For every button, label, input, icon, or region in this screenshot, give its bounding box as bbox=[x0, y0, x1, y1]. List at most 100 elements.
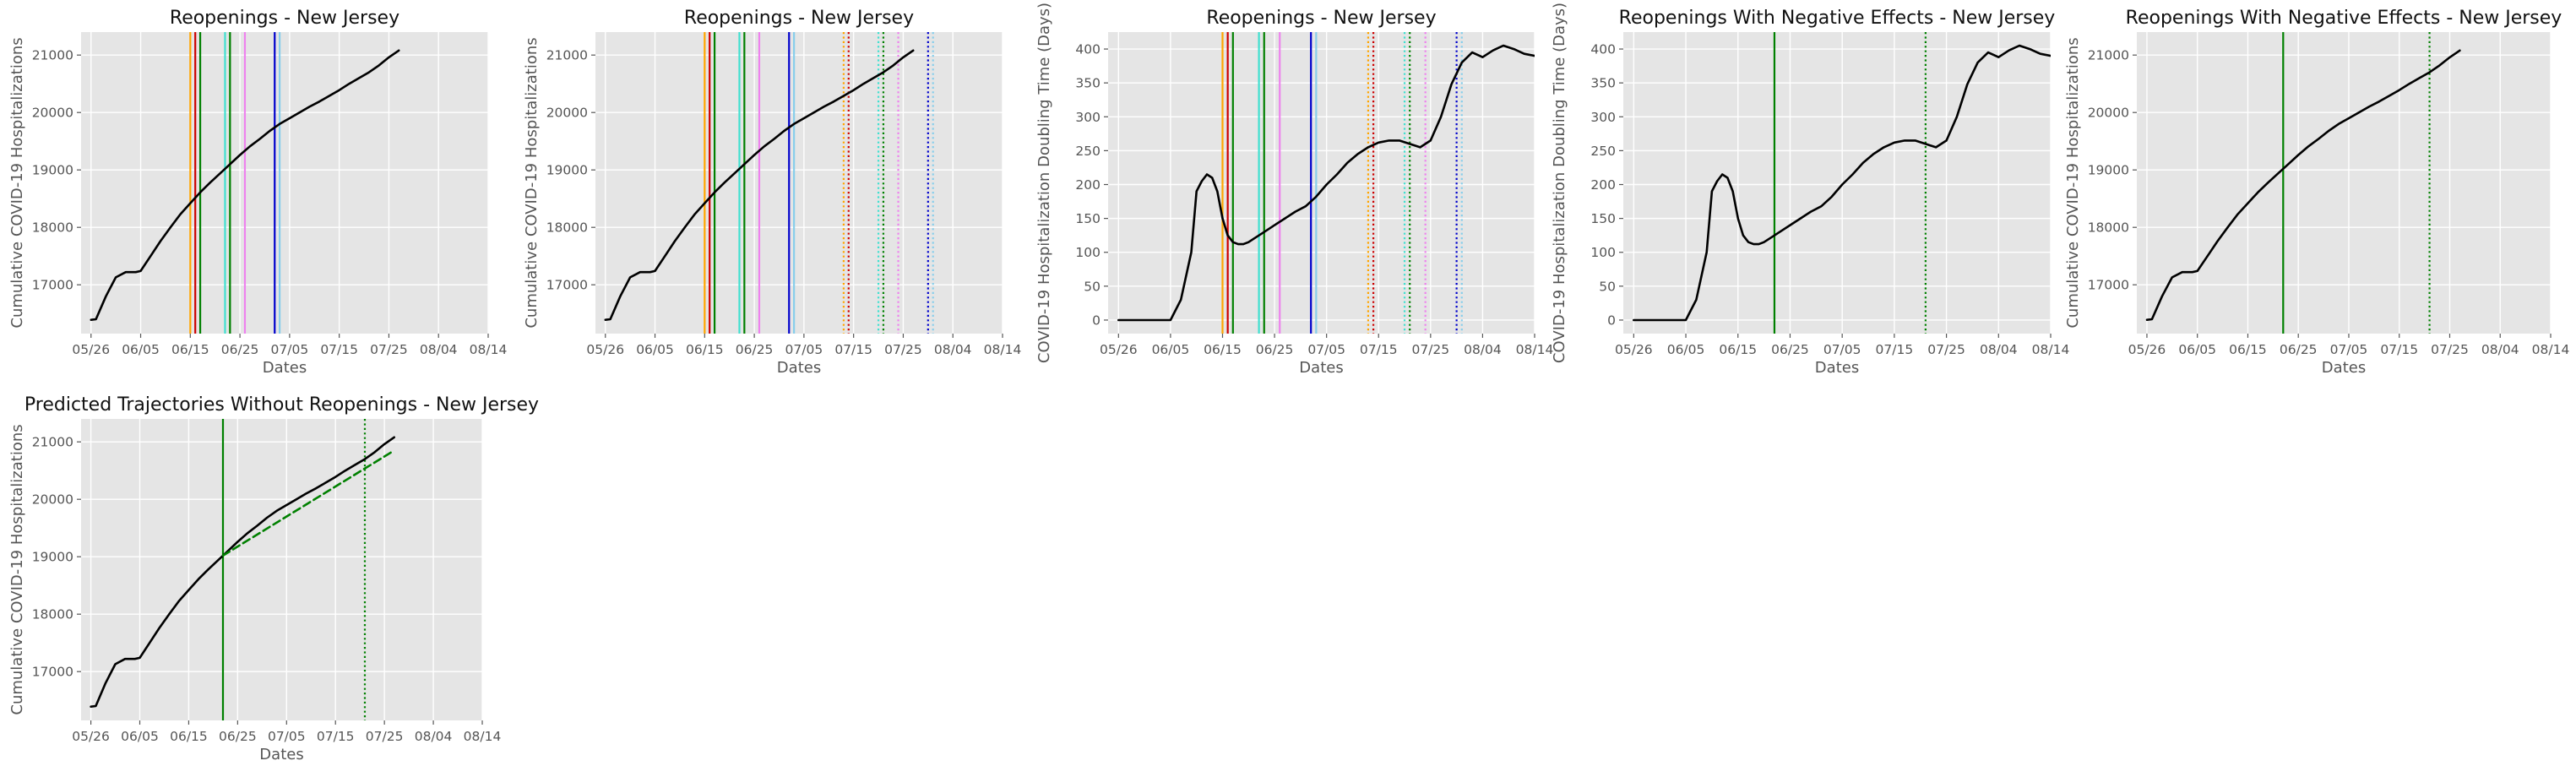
y-tick-label: 0 bbox=[1607, 312, 1616, 328]
x-tick-label: 06/25 bbox=[1256, 342, 1294, 357]
y-tick-label: 17000 bbox=[2088, 278, 2129, 293]
y-tick-label: 400 bbox=[1075, 42, 1101, 57]
x-axis-label: Dates bbox=[777, 359, 821, 377]
chart-panel-5: 05/26 06/05 06/15 06/25 07/05 07/15 07/25 08/04… bbox=[2064, 8, 2569, 377]
x-tick-label: 08/14 bbox=[2032, 342, 2070, 357]
x-axis-label: Dates bbox=[1299, 359, 1343, 377]
y-axis-label: Cumulative COVID-19 Hospitalizations bbox=[8, 424, 26, 715]
y-tick-label: 300 bbox=[1075, 110, 1101, 125]
data-series-line bbox=[90, 436, 396, 709]
chart-title: Reopenings - New Jersey bbox=[684, 8, 914, 29]
x-tick-label: 07/05 bbox=[2330, 342, 2368, 357]
chart-title: Reopenings - New Jersey bbox=[1206, 8, 1436, 29]
y-tick-label: 150 bbox=[1590, 211, 1616, 226]
y-tick-label: 350 bbox=[1590, 76, 1616, 91]
plot-area bbox=[1623, 32, 2051, 334]
x-tick-label: 07/15 bbox=[317, 729, 355, 744]
x-tick-label: 06/15 bbox=[686, 342, 724, 357]
y-tick-label: 17000 bbox=[546, 278, 588, 293]
x-tick-label: 07/15 bbox=[2380, 342, 2418, 357]
x-tick-label: 05/26 bbox=[72, 342, 110, 357]
plot-area bbox=[81, 32, 488, 334]
chart-panel-1: 05/26 06/05 06/15 06/25 07/05 07/15 07/25 08/04… bbox=[8, 8, 507, 377]
x-tick-label: 08/14 bbox=[984, 342, 1022, 357]
x-tick-label: 06/05 bbox=[122, 342, 160, 357]
y-tick-label: 100 bbox=[1590, 245, 1616, 260]
x-tick-label: 07/05 bbox=[1307, 342, 1345, 357]
x-tick-label: 05/26 bbox=[1615, 342, 1653, 357]
y-tick-label: 300 bbox=[1590, 110, 1616, 125]
x-tick-label: 06/25 bbox=[221, 342, 259, 357]
y-tick-label: 18000 bbox=[2088, 220, 2129, 236]
x-tick-label: 07/25 bbox=[366, 729, 404, 744]
data-series-line bbox=[1117, 44, 1535, 322]
x-tick-label: 08/04 bbox=[934, 342, 972, 357]
x-tick-label: 06/25 bbox=[1771, 342, 1809, 357]
x-tick-label: 07/15 bbox=[834, 342, 872, 357]
y-axis-label: COVID-19 Hospitalization Doubling Time (… bbox=[1035, 3, 1053, 363]
x-tick-label: 06/05 bbox=[636, 342, 674, 357]
data-series-line bbox=[2145, 49, 2461, 322]
chart-title: Predicted Trajectories Without Reopening… bbox=[24, 394, 539, 416]
x-tick-label: 06/15 bbox=[170, 729, 208, 744]
x-tick-label: 06/05 bbox=[1152, 342, 1190, 357]
y-tick-label: 400 bbox=[1590, 42, 1616, 57]
chart-panel-6: 05/26 06/05 06/15 06/25 07/05 07/15 07/25 08/04… bbox=[8, 394, 539, 763]
y-tick-label: 17000 bbox=[32, 665, 73, 680]
x-tick-label: 06/15 bbox=[1719, 342, 1757, 357]
y-tick-label: 20000 bbox=[546, 106, 588, 121]
x-tick-label: 07/25 bbox=[2431, 342, 2469, 357]
x-tick-label: 08/14 bbox=[470, 342, 508, 357]
x-tick-label: 05/26 bbox=[1100, 342, 1138, 357]
y-tick-label: 250 bbox=[1075, 144, 1101, 159]
y-tick-label: 18000 bbox=[32, 607, 73, 622]
data-series-line bbox=[604, 49, 915, 322]
plot-area bbox=[2137, 32, 2551, 334]
y-tick-label: 100 bbox=[1075, 245, 1101, 260]
plot-area bbox=[595, 32, 1003, 334]
x-axis-label: Dates bbox=[259, 746, 303, 763]
y-tick-label: 21000 bbox=[546, 48, 588, 63]
chart-title: Reopenings With Negative Effects - New J… bbox=[1619, 8, 2056, 29]
y-tick-label: 20000 bbox=[2088, 106, 2129, 121]
x-tick-label: 06/15 bbox=[2229, 342, 2267, 357]
x-tick-label: 07/25 bbox=[370, 342, 408, 357]
x-tick-label: 08/04 bbox=[1980, 342, 2018, 357]
y-tick-label: 18000 bbox=[32, 220, 73, 236]
x-tick-label: 08/04 bbox=[2481, 342, 2519, 357]
x-tick-label: 08/14 bbox=[2532, 342, 2570, 357]
x-tick-label: 06/15 bbox=[171, 342, 209, 357]
chart-panel-2: 05/26 06/05 06/15 06/25 07/05 07/15 07/25 08/04… bbox=[523, 8, 1021, 377]
y-tick-label: 21000 bbox=[2088, 48, 2129, 63]
x-tick-label: 07/25 bbox=[1411, 342, 1449, 357]
x-tick-label: 06/25 bbox=[736, 342, 774, 357]
y-tick-label: 200 bbox=[1075, 177, 1101, 193]
x-tick-label: 07/25 bbox=[1927, 342, 1965, 357]
x-tick-label: 08/04 bbox=[420, 342, 458, 357]
y-axis-label: Cumulative COVID-19 Hospitalizations bbox=[8, 37, 26, 328]
x-tick-label: 07/25 bbox=[884, 342, 922, 357]
data-series-line bbox=[90, 49, 400, 322]
x-tick-label: 05/26 bbox=[72, 729, 110, 744]
x-tick-label: 07/15 bbox=[1360, 342, 1398, 357]
y-tick-label: 150 bbox=[1075, 211, 1101, 226]
y-axis-label: Cumulative COVID-19 Hospitalizations bbox=[523, 37, 541, 328]
y-tick-label: 250 bbox=[1590, 144, 1616, 159]
x-tick-label: 07/05 bbox=[1823, 342, 1861, 357]
plot-area bbox=[81, 419, 482, 720]
x-tick-label: 06/25 bbox=[219, 729, 257, 744]
x-tick-label: 06/05 bbox=[121, 729, 159, 744]
plot-area bbox=[1108, 32, 1535, 334]
chart-panel-3: 05/26 06/05 06/15 06/25 07/05 07/15 07/25 08/04… bbox=[1035, 3, 1553, 377]
y-axis-label: Cumulative COVID-19 Hospitalizations bbox=[2064, 37, 2082, 328]
y-tick-label: 17000 bbox=[32, 278, 73, 293]
y-tick-label: 19000 bbox=[546, 163, 588, 178]
x-tick-label: 07/05 bbox=[785, 342, 823, 357]
y-tick-label: 20000 bbox=[32, 492, 73, 508]
x-tick-label: 06/05 bbox=[2178, 342, 2216, 357]
chart-panel-4: 05/26 06/05 06/15 06/25 07/05 07/15 07/25 08/04… bbox=[1551, 3, 2069, 377]
x-tick-label: 06/15 bbox=[1204, 342, 1242, 357]
y-tick-label: 19000 bbox=[32, 163, 73, 178]
predicted-trajectory-line bbox=[221, 449, 396, 557]
